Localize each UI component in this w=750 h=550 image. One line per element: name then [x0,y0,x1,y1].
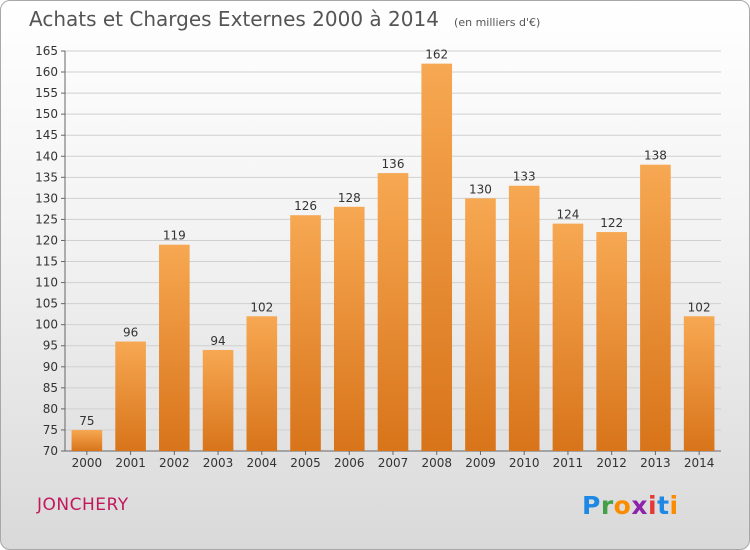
y-tick-label: 105 [35,297,58,311]
bar [465,198,496,451]
data-label: 96 [123,326,138,340]
y-tick-label: 80 [43,402,58,416]
data-label: 119 [163,229,186,243]
y-tick-label: 150 [35,107,58,121]
bar [508,185,540,451]
y-tick-label: 110 [35,276,58,290]
y-tick-labels: 70 75 80 85 90 95 100 105 110 115 120 125 130 135 140 1… [35,44,58,458]
chart-title: Achats et Charges Externes 2000 à 2014 [29,7,439,31]
data-labels: 75 96 119 94 102 126 128 136 162 130 133 124 122 138 1… [79,48,710,428]
y-tick-label: 165 [35,44,58,58]
x-tick-label: 2014 [684,456,715,470]
y-tick-label: 90 [43,360,58,374]
data-label: 138 [644,149,667,163]
x-tick-labels: 2000 2001 2002 2003 2004 2005 2006 2007 2008 2009… [72,456,715,470]
x-tick-label: 2003 [203,456,234,470]
x-tick-label: 2007 [378,456,409,470]
y-tick-label: 145 [35,128,58,142]
bar [683,316,715,451]
y-tick-label: 75 [43,423,58,437]
y-tick-label: 120 [35,233,58,247]
data-label: 102 [250,300,273,314]
x-tick-label: 2005 [290,456,321,470]
x-tick-label: 2011 [553,456,584,470]
bar [115,341,146,451]
data-label: 130 [469,182,492,196]
bars [71,63,715,451]
x-tick-label: 2012 [596,456,627,470]
y-tick-label: 70 [43,444,58,458]
title-row: Achats et Charges Externes 2000 à 2014 (… [29,7,540,31]
data-label: 94 [210,334,225,348]
data-label: 128 [338,191,361,205]
y-tick-label: 115 [35,255,58,269]
unit-label: (en milliers d'€) [454,16,541,29]
y-tick-label: 95 [43,339,58,353]
bar [640,164,671,451]
x-tick-label: 2000 [72,456,103,470]
x-tick-label: 2002 [159,456,190,470]
y-tick-label: 155 [35,86,58,100]
bar [246,316,278,451]
bar [202,349,234,451]
data-label: 126 [294,199,317,213]
data-label: 75 [79,414,94,428]
data-label: 162 [425,48,448,62]
bar [159,244,190,451]
bar [421,63,453,451]
x-tick-label: 2006 [334,456,365,470]
x-tick-label: 2013 [640,456,671,470]
x-tick-label: 2009 [465,456,496,470]
y-tick-label: 160 [35,65,58,79]
y-tick-label: 135 [35,170,58,184]
y-tick-label: 100 [35,318,58,332]
y-tick-label: 130 [35,191,58,205]
proxiti-logo: Proxiti [582,491,679,520]
bar [290,215,321,451]
y-tick-label: 140 [35,149,58,163]
x-tick-label: 2001 [115,456,146,470]
bar [596,232,627,451]
bar [552,223,584,451]
bar [377,173,409,451]
bar [71,429,103,451]
y-tick-label: 85 [43,381,58,395]
x-tick-label: 2010 [509,456,540,470]
bar [333,206,365,451]
location-name: JONCHERY [37,495,129,515]
data-label: 102 [688,300,711,314]
data-label: 124 [556,208,579,222]
y-tick-label: 125 [35,212,58,226]
data-label: 136 [382,157,405,171]
x-tick-label: 2008 [421,456,452,470]
data-label: 133 [513,170,536,184]
data-label: 122 [600,216,623,230]
x-tick-label: 2004 [247,456,278,470]
